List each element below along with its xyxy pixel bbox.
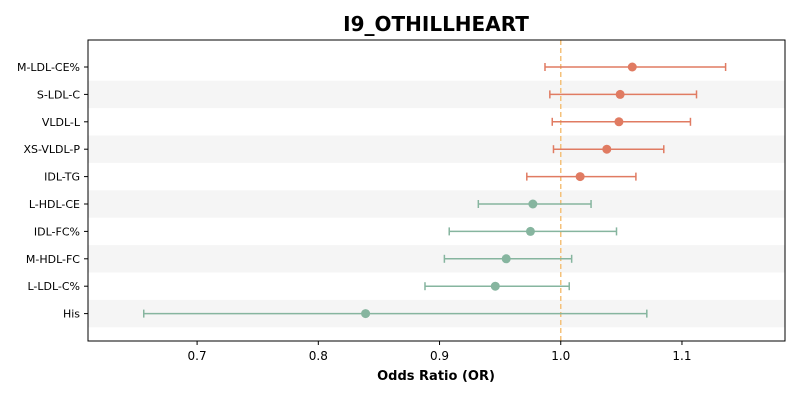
or-point xyxy=(615,89,625,99)
or-point xyxy=(528,199,538,209)
y-tick-label: XS-VLDL-P xyxy=(23,143,80,156)
x-tick-label: 1.1 xyxy=(672,349,691,363)
y-tick-label: L-HDL-CE xyxy=(29,198,80,211)
row-shade xyxy=(88,190,785,218)
y-tick-label: His xyxy=(63,308,80,321)
x-tick-label: 0.9 xyxy=(430,349,449,363)
row-shade xyxy=(88,245,785,273)
x-axis-ticks: 0.7 0.8 0.9 1.0 1.1 xyxy=(188,341,692,363)
or-point xyxy=(614,117,624,127)
y-axis-categories: M-LDL-CE% S-LDL-C VLDL-L XS-VLDL-P IDL-TG L-H… xyxy=(17,61,88,321)
or-point xyxy=(602,144,612,154)
y-tick-label: IDL-TG xyxy=(44,171,80,184)
x-tick-label: 0.8 xyxy=(309,349,328,363)
row-shading xyxy=(88,80,785,328)
x-axis-label: Odds Ratio (OR) xyxy=(377,369,495,384)
y-tick-label: S-LDL-C xyxy=(37,88,80,101)
row-shade xyxy=(88,135,785,163)
or-point xyxy=(525,226,535,236)
y-tick-label: M-LDL-CE% xyxy=(17,61,80,74)
chart-title: I9_OTHILLHEART xyxy=(343,12,529,36)
or-point xyxy=(490,281,500,291)
odds-ratio-points xyxy=(361,62,637,319)
or-point xyxy=(361,309,371,319)
x-tick-label: 1.0 xyxy=(551,349,570,363)
y-tick-label: VLDL-L xyxy=(42,116,81,129)
y-tick-label: L-LDL-C% xyxy=(27,280,80,293)
y-tick-label: IDL-FC% xyxy=(34,225,80,238)
plot-frame xyxy=(87,39,786,342)
ci-bar xyxy=(143,309,648,318)
or-point xyxy=(575,172,585,182)
y-tick-label: M-HDL-FC xyxy=(26,253,80,266)
x-tick-label: 0.7 xyxy=(188,349,207,363)
or-point xyxy=(627,62,637,72)
or-point xyxy=(501,254,511,264)
